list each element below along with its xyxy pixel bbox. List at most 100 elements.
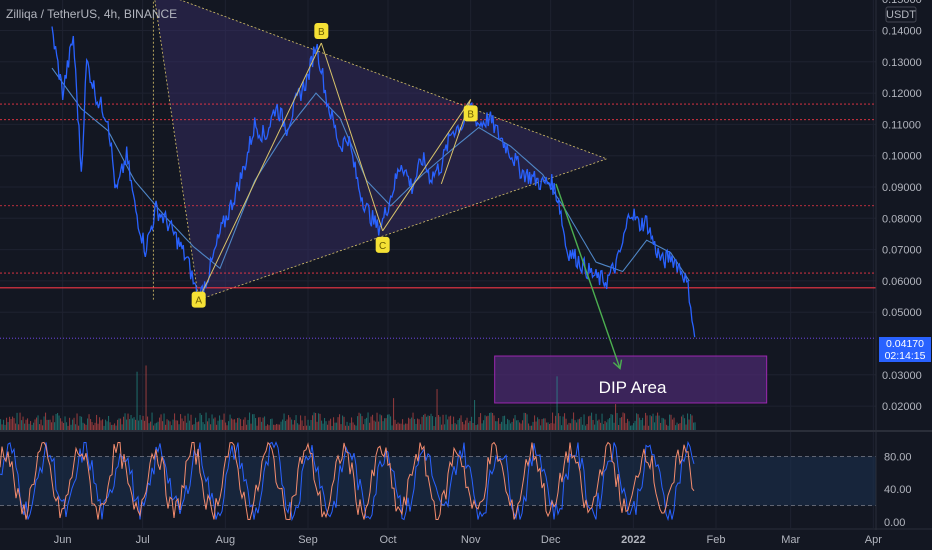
volume-bar xyxy=(220,419,222,430)
volume-bar xyxy=(408,417,410,430)
volume-bar xyxy=(148,423,150,430)
volume-bar xyxy=(298,424,300,430)
volume-bar xyxy=(330,418,332,430)
volume-bar xyxy=(664,419,666,430)
volume-bar xyxy=(40,419,42,430)
bar-countdown: 02:14:15 xyxy=(884,350,926,362)
dip-area-box[interactable] xyxy=(494,355,768,404)
volume-bar xyxy=(595,413,597,430)
time-axis-tick: Jun xyxy=(54,534,72,546)
volume-bar xyxy=(16,412,18,430)
volume-bar xyxy=(573,412,575,430)
volume-bar xyxy=(297,423,299,430)
volume-bar xyxy=(363,424,365,430)
volume-bar xyxy=(447,419,449,430)
volume-bar xyxy=(385,418,387,430)
volume-bar xyxy=(601,413,603,430)
symbol-header[interactable]: Zilliqa / TetherUS, 4h, BINANCE xyxy=(6,7,178,21)
volume-bar xyxy=(111,424,113,430)
volume-bar xyxy=(391,425,393,430)
volume-bar xyxy=(646,415,648,430)
volume-bar xyxy=(552,412,554,430)
volume-bar xyxy=(433,425,435,430)
volume-bar xyxy=(189,420,191,430)
volume-bar xyxy=(174,413,176,430)
volume-bar xyxy=(133,417,135,430)
volume-bar xyxy=(384,418,386,430)
volume-bar xyxy=(562,416,564,430)
volume-bar xyxy=(643,425,645,430)
volume-bar xyxy=(265,425,267,430)
volume-bar xyxy=(675,425,677,430)
volume-bar xyxy=(343,416,345,430)
volume-bar xyxy=(687,413,689,430)
price-axis-tick: 0.14000 xyxy=(882,26,922,38)
volume-bar xyxy=(538,419,540,430)
volume-bar xyxy=(1,424,3,430)
volume-bar xyxy=(415,423,417,430)
volume-bar xyxy=(234,419,236,430)
volume-bar xyxy=(549,424,551,430)
volume-bar xyxy=(508,420,510,430)
volume-bar xyxy=(619,417,621,430)
volume-bar xyxy=(244,417,246,430)
volume-bar xyxy=(139,415,141,430)
volume-bar xyxy=(106,421,108,430)
volume-bar xyxy=(187,413,189,430)
volume-bar xyxy=(375,421,377,430)
volume-bar xyxy=(612,414,614,430)
oscillator-axis-tick: 0.00 xyxy=(884,517,905,529)
volume-bar xyxy=(532,421,534,430)
breakdown-arrow-head xyxy=(612,359,623,370)
volume-bar xyxy=(358,412,360,430)
volume-bar xyxy=(51,422,53,430)
volume-bar xyxy=(541,419,543,430)
time-axis-tick: Mar xyxy=(781,534,800,546)
volume-bar xyxy=(547,422,549,430)
price-axis-tick: 0.06000 xyxy=(882,276,922,288)
volume-bar xyxy=(312,415,314,430)
volume-bar xyxy=(97,423,99,430)
volume-bar xyxy=(355,425,357,430)
quote-unit-badge[interactable] xyxy=(885,6,917,23)
volume-bar xyxy=(78,425,80,430)
price-axis-tick: 0.11000 xyxy=(882,119,921,131)
volume-bar xyxy=(571,418,573,430)
volume-bar xyxy=(520,423,522,430)
volume-bar xyxy=(9,416,11,430)
volume-bar xyxy=(37,415,39,430)
volume-bar xyxy=(108,415,110,430)
wave-line xyxy=(382,99,472,232)
volume-bar xyxy=(369,422,371,430)
volume-bar xyxy=(75,424,77,430)
volume-bar xyxy=(45,412,47,430)
price-axis-tick: 0.12000 xyxy=(882,88,922,100)
time-axis-tick: Apr xyxy=(865,534,882,546)
volume-bar xyxy=(291,419,293,430)
volume-bar xyxy=(666,424,668,430)
volume-bar xyxy=(124,413,126,430)
volume-bar xyxy=(652,413,654,430)
volume-bar xyxy=(376,412,378,430)
volume-bar xyxy=(132,418,134,430)
volume-bar xyxy=(639,417,641,430)
volume-bar xyxy=(175,420,177,430)
volume-bar xyxy=(153,425,155,430)
volume-bar xyxy=(43,416,45,430)
volume-bar xyxy=(178,424,180,430)
volume-bar xyxy=(345,425,347,430)
volume-bar xyxy=(54,422,56,430)
volume-bar xyxy=(252,414,254,430)
volume-bar xyxy=(304,415,306,430)
volume-bar xyxy=(423,414,425,430)
volume-bar xyxy=(627,418,629,430)
volume-bar xyxy=(339,414,341,430)
breakdown-arrow xyxy=(555,183,621,369)
volume-bar xyxy=(393,398,395,430)
volume-bar xyxy=(493,415,495,430)
volume-bar xyxy=(628,421,630,430)
volume-bar xyxy=(504,415,506,430)
volume-bar xyxy=(73,417,75,430)
volume-bar xyxy=(495,421,497,430)
